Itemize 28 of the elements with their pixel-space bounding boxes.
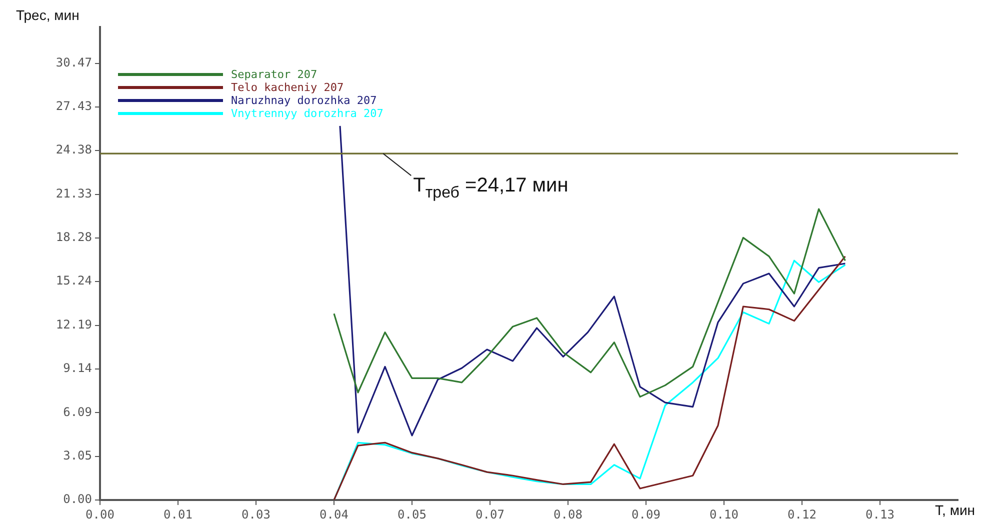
- y-tick-label: 18.28: [56, 230, 92, 244]
- x-tick-label: 0.08: [554, 507, 582, 521]
- x-tick-label: 0.12: [788, 507, 816, 521]
- y-tick-label: 6.09: [63, 404, 92, 419]
- x-tick-label: 0.07: [476, 507, 504, 521]
- text: Naruzhnay dorozhka 207: [231, 94, 377, 107]
- y-tick-label: 27.43: [56, 98, 92, 113]
- x-tick-label: 0.04: [320, 507, 348, 521]
- y-tick-label: 24.38: [56, 142, 92, 157]
- y-tick-label: 12.19: [56, 317, 92, 332]
- y-tick-label: 9.14: [63, 361, 92, 376]
- y-tick-label: 15.24: [56, 274, 92, 288]
- x-tick-label: 0.03: [242, 507, 270, 521]
- y-tick-label: 0.00: [63, 492, 92, 506]
- x-tick-label: 0.00: [86, 507, 114, 521]
- text: Separator 207: [231, 68, 318, 81]
- y-tick-label: 30.47: [56, 55, 92, 70]
- text: Telo kacheniy 207: [231, 81, 344, 94]
- x-tick-label: 0.05: [398, 507, 426, 521]
- x-tick-label: 0.09: [632, 507, 660, 521]
- x-tick-label: 0.01: [164, 507, 192, 521]
- y-axis-title: Трес, мин: [16, 7, 80, 23]
- text: Vnytrennyy dorozhra 207: [231, 107, 384, 120]
- x-axis-title: T, мин: [935, 502, 976, 518]
- y-tick-label: 21.33: [56, 186, 92, 200]
- y-tick-label: 3.05: [63, 448, 92, 462]
- x-tick-label: 0.13: [866, 507, 894, 521]
- x-tick-label: 0.10: [710, 507, 738, 521]
